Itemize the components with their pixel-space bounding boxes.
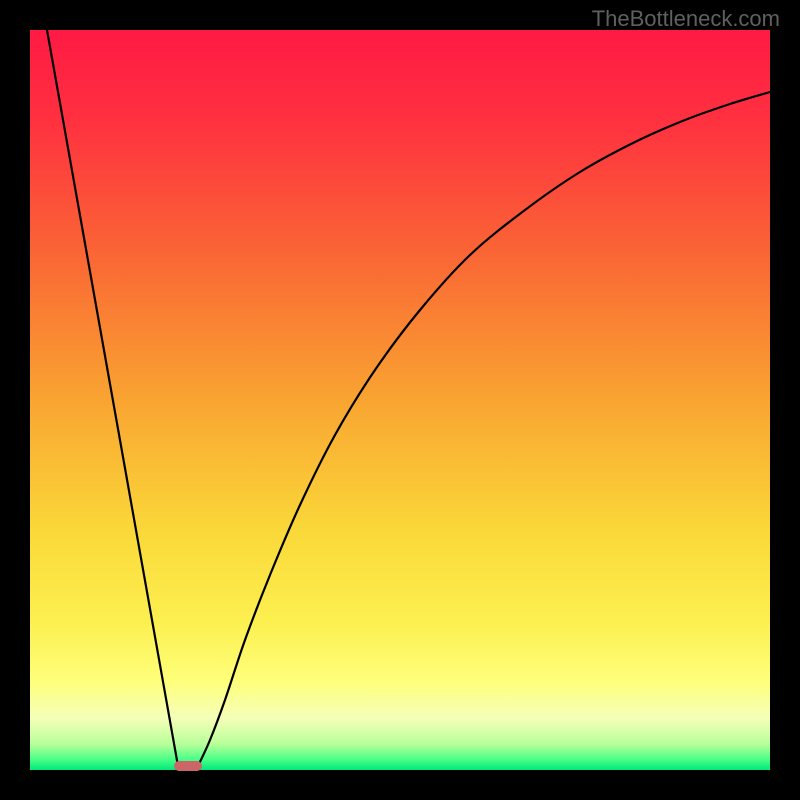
watermark-text: TheBottleneck.com <box>592 6 780 32</box>
chart-svg <box>0 0 800 800</box>
bottleneck-chart: TheBottleneck.com <box>0 0 800 800</box>
